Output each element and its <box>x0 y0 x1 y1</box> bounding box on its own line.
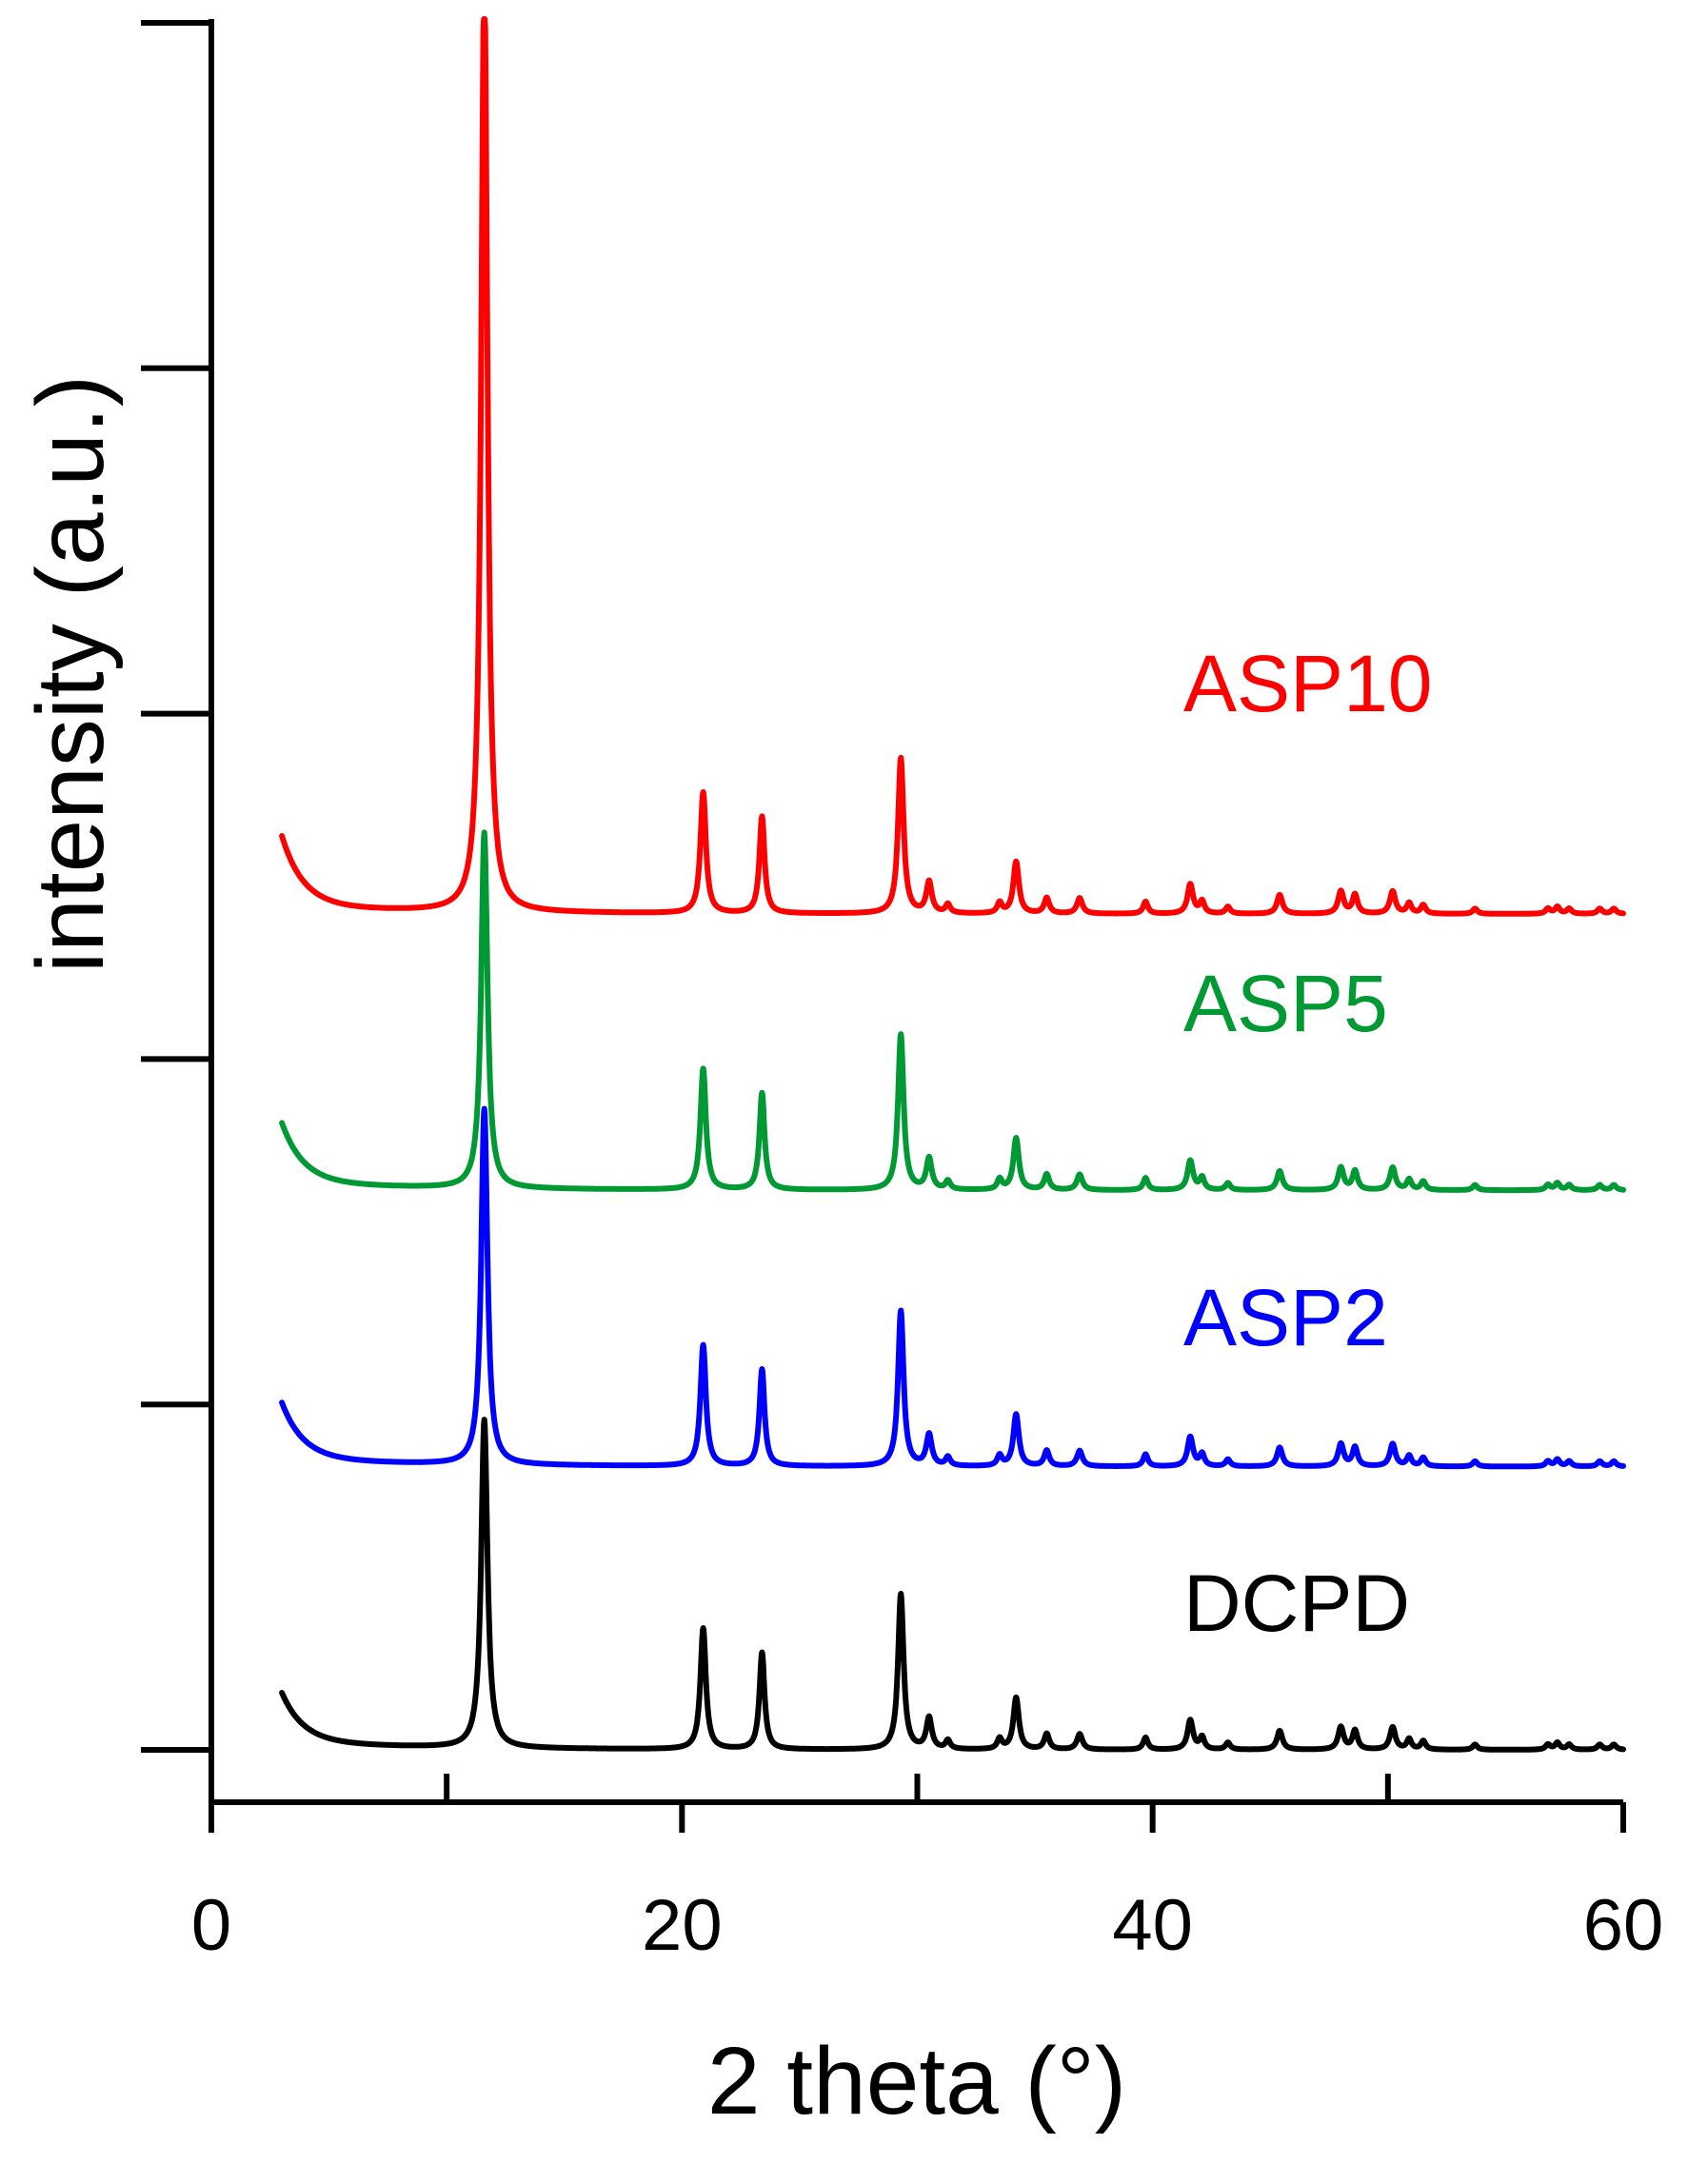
x-tick-label: 60 <box>1583 1885 1664 1966</box>
series-trace-dcpd <box>279 1417 1626 1753</box>
y-ticks <box>141 20 211 1753</box>
series-trace-asp2 <box>279 1105 1626 1470</box>
series-label-dcpd: DCPD <box>1183 1559 1410 1648</box>
x-axis-title: 2 theta (°) <box>707 2028 1126 2134</box>
series-label-asp5: ASP5 <box>1183 959 1388 1048</box>
traces <box>279 16 1626 1753</box>
series-label-asp10: ASP10 <box>1183 639 1433 728</box>
y-axis-title: intensity (a.u.) <box>17 375 124 973</box>
x-tick-label: 0 <box>191 1885 231 1966</box>
series-label-asp2: ASP2 <box>1183 1273 1388 1362</box>
x-ticks: 0 20 40 60 <box>191 1774 1663 1966</box>
series-trace-asp5 <box>279 829 1626 1194</box>
x-tick-label: 20 <box>642 1885 723 1966</box>
x-tick-label: 40 <box>1112 1885 1193 1966</box>
series-trace-asp10 <box>279 16 1626 917</box>
series-labels: DCPD ASP2 ASP5 ASP10 <box>1183 639 1433 1648</box>
